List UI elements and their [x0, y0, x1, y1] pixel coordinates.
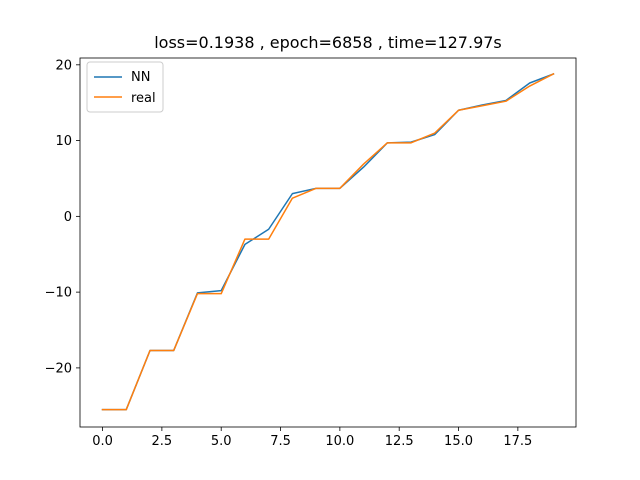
legend-box [86, 61, 164, 113]
x-tick-label: 15.0 [444, 434, 473, 449]
y-tick-label: −10 [45, 286, 72, 301]
legend: NN real [86, 61, 164, 113]
y-tick-label: −20 [45, 361, 72, 376]
x-tick-label: 0.0 [92, 434, 113, 449]
chart-title: loss=0.1938 , epoch=6858 , time=127.97s [154, 33, 502, 52]
y-tick-label: 0 [64, 210, 72, 225]
y-tick-label: 20 [55, 58, 72, 73]
x-tick-label: 10.0 [325, 434, 354, 449]
x-tick-label: 7.5 [270, 434, 291, 449]
plot-area: 0.0 2.5 5.0 7.5 10.0 12.5 15.0 17.5 −20 −10 0 10 20 [45, 57, 577, 449]
axes-frame [79, 57, 577, 428]
x-tick-label: 17.5 [503, 434, 532, 449]
x-tick-label: 5.0 [211, 434, 232, 449]
series-line-real [101, 72, 555, 411]
x-tick-label: 12.5 [385, 434, 414, 449]
legend-label-nn: NN [131, 70, 150, 85]
x-tick-label: 2.5 [152, 434, 173, 449]
legend-label-real: real [131, 91, 156, 106]
y-tick-label: 10 [55, 134, 72, 149]
